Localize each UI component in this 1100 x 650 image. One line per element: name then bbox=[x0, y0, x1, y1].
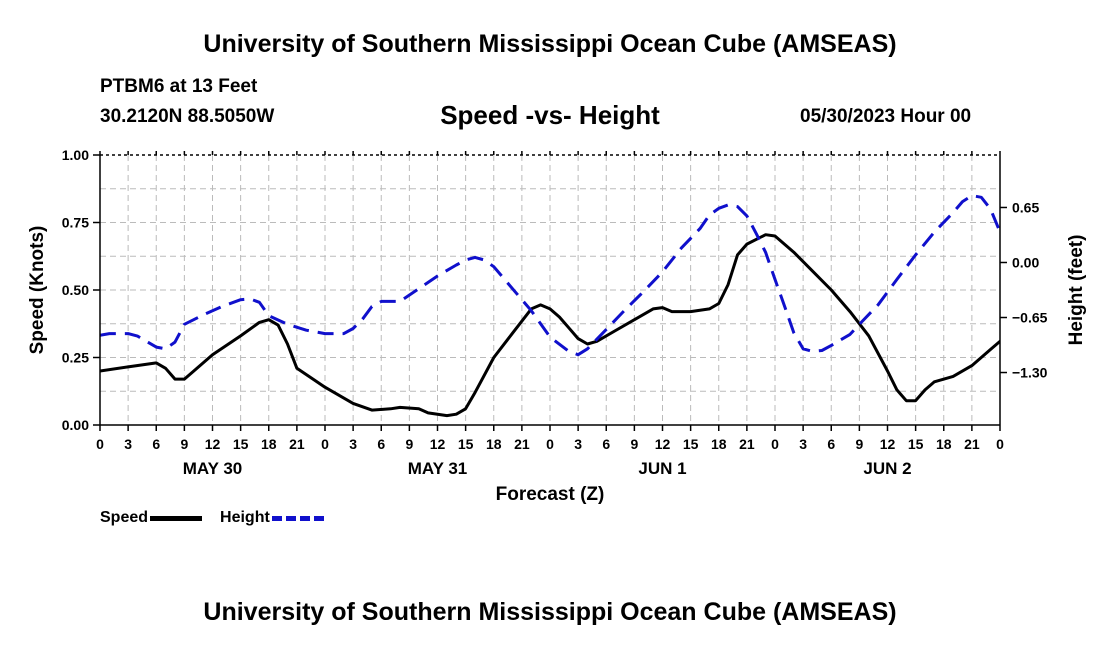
x-axis-title: Forecast (Z) bbox=[496, 484, 605, 505]
y-left-tick-label: 0.75 bbox=[62, 215, 89, 231]
y-right-tick-label: −1.30 bbox=[1012, 365, 1048, 381]
x-day-label: JUN 1 bbox=[638, 459, 686, 478]
y-left-tick-label: 1.00 bbox=[62, 147, 89, 163]
footer-title: University of Southern Mississippi Ocean… bbox=[203, 598, 897, 626]
forecast-datetime: 05/30/2023 Hour 00 bbox=[800, 106, 972, 127]
legend: Speed Height bbox=[100, 509, 342, 531]
x-tick-label: 9 bbox=[405, 436, 413, 452]
x-tick-label: 6 bbox=[827, 436, 835, 452]
x-tick-label: 0 bbox=[996, 436, 1004, 452]
chart-axes bbox=[93, 151, 1007, 431]
x-tick-label: 6 bbox=[377, 436, 385, 452]
x-tick-label: 21 bbox=[514, 436, 530, 452]
legend-speed-swatch bbox=[150, 515, 203, 521]
x-tick-label: 12 bbox=[205, 436, 221, 452]
x-tick-label: 18 bbox=[486, 436, 502, 452]
x-tick-label: 15 bbox=[233, 436, 249, 452]
x-tick-label: 15 bbox=[458, 436, 474, 452]
y-right-tick-label: −0.65 bbox=[1012, 310, 1048, 326]
chart-series bbox=[100, 194, 1000, 418]
x-tick-label: 12 bbox=[880, 436, 896, 452]
x-day-label: MAY 31 bbox=[408, 459, 468, 478]
x-tick-label: 18 bbox=[936, 436, 952, 452]
x-tick-label: 3 bbox=[799, 436, 807, 452]
y-right-tick-label: 0.65 bbox=[1012, 199, 1039, 215]
x-tick-label: 12 bbox=[655, 436, 671, 452]
y-right-tick-label: 0.00 bbox=[1012, 254, 1039, 270]
legend-height-swatch bbox=[271, 515, 324, 521]
legend-height-label: Height bbox=[220, 509, 270, 526]
page-title: University of Southern Mississippi Ocean… bbox=[203, 30, 897, 58]
x-tick-label: 18 bbox=[711, 436, 727, 452]
x-tick-label: 21 bbox=[964, 436, 980, 452]
x-tick-label: 18 bbox=[261, 436, 277, 452]
station-coordinates: 30.2120N 88.5050W bbox=[100, 106, 275, 127]
legend-speed-label: Speed bbox=[100, 509, 149, 526]
y-left-tick-label: 0.00 bbox=[62, 417, 89, 433]
x-tick-label: 0 bbox=[321, 436, 329, 452]
x-tick-label: 15 bbox=[908, 436, 924, 452]
chart-labels: 0 3 6 9 12 15 18 21 0 3 6 9 12 15 18 21 0 3 6 9 12 15 18 21 0 3 6 9… bbox=[27, 147, 1087, 505]
station-label: PTBM6 at 13 Feet bbox=[100, 76, 258, 97]
y-left-tick-label: 0.25 bbox=[62, 350, 89, 366]
x-tick-label: 12 bbox=[430, 436, 446, 452]
series-line-speed bbox=[100, 233, 1000, 418]
x-tick-label: 6 bbox=[152, 436, 160, 452]
x-day-label: JUN 2 bbox=[863, 459, 911, 478]
x-tick-label: 9 bbox=[180, 436, 188, 452]
x-tick-label: 3 bbox=[574, 436, 582, 452]
series-line-height bbox=[100, 194, 1000, 357]
x-tick-label: 0 bbox=[771, 436, 779, 452]
x-tick-label: 15 bbox=[683, 436, 699, 452]
x-tick-label: 21 bbox=[739, 436, 755, 452]
x-tick-label: 3 bbox=[349, 436, 357, 452]
y-left-tick-label: 0.50 bbox=[62, 282, 89, 298]
y-axis-right-title: Height (feet) bbox=[1066, 235, 1087, 346]
x-tick-label: 21 bbox=[289, 436, 305, 452]
x-day-label: MAY 30 bbox=[183, 459, 243, 478]
x-tick-label: 3 bbox=[124, 436, 132, 452]
y-axis-left-title: Speed (Knots) bbox=[27, 226, 48, 355]
x-tick-label: 6 bbox=[602, 436, 610, 452]
chart-subtitle: Speed -vs- Height bbox=[440, 100, 660, 130]
x-tick-label: 9 bbox=[630, 436, 638, 452]
x-tick-label: 9 bbox=[855, 436, 863, 452]
x-tick-label: 0 bbox=[546, 436, 554, 452]
chart-grid bbox=[100, 155, 1000, 425]
x-tick-label: 0 bbox=[96, 436, 104, 452]
